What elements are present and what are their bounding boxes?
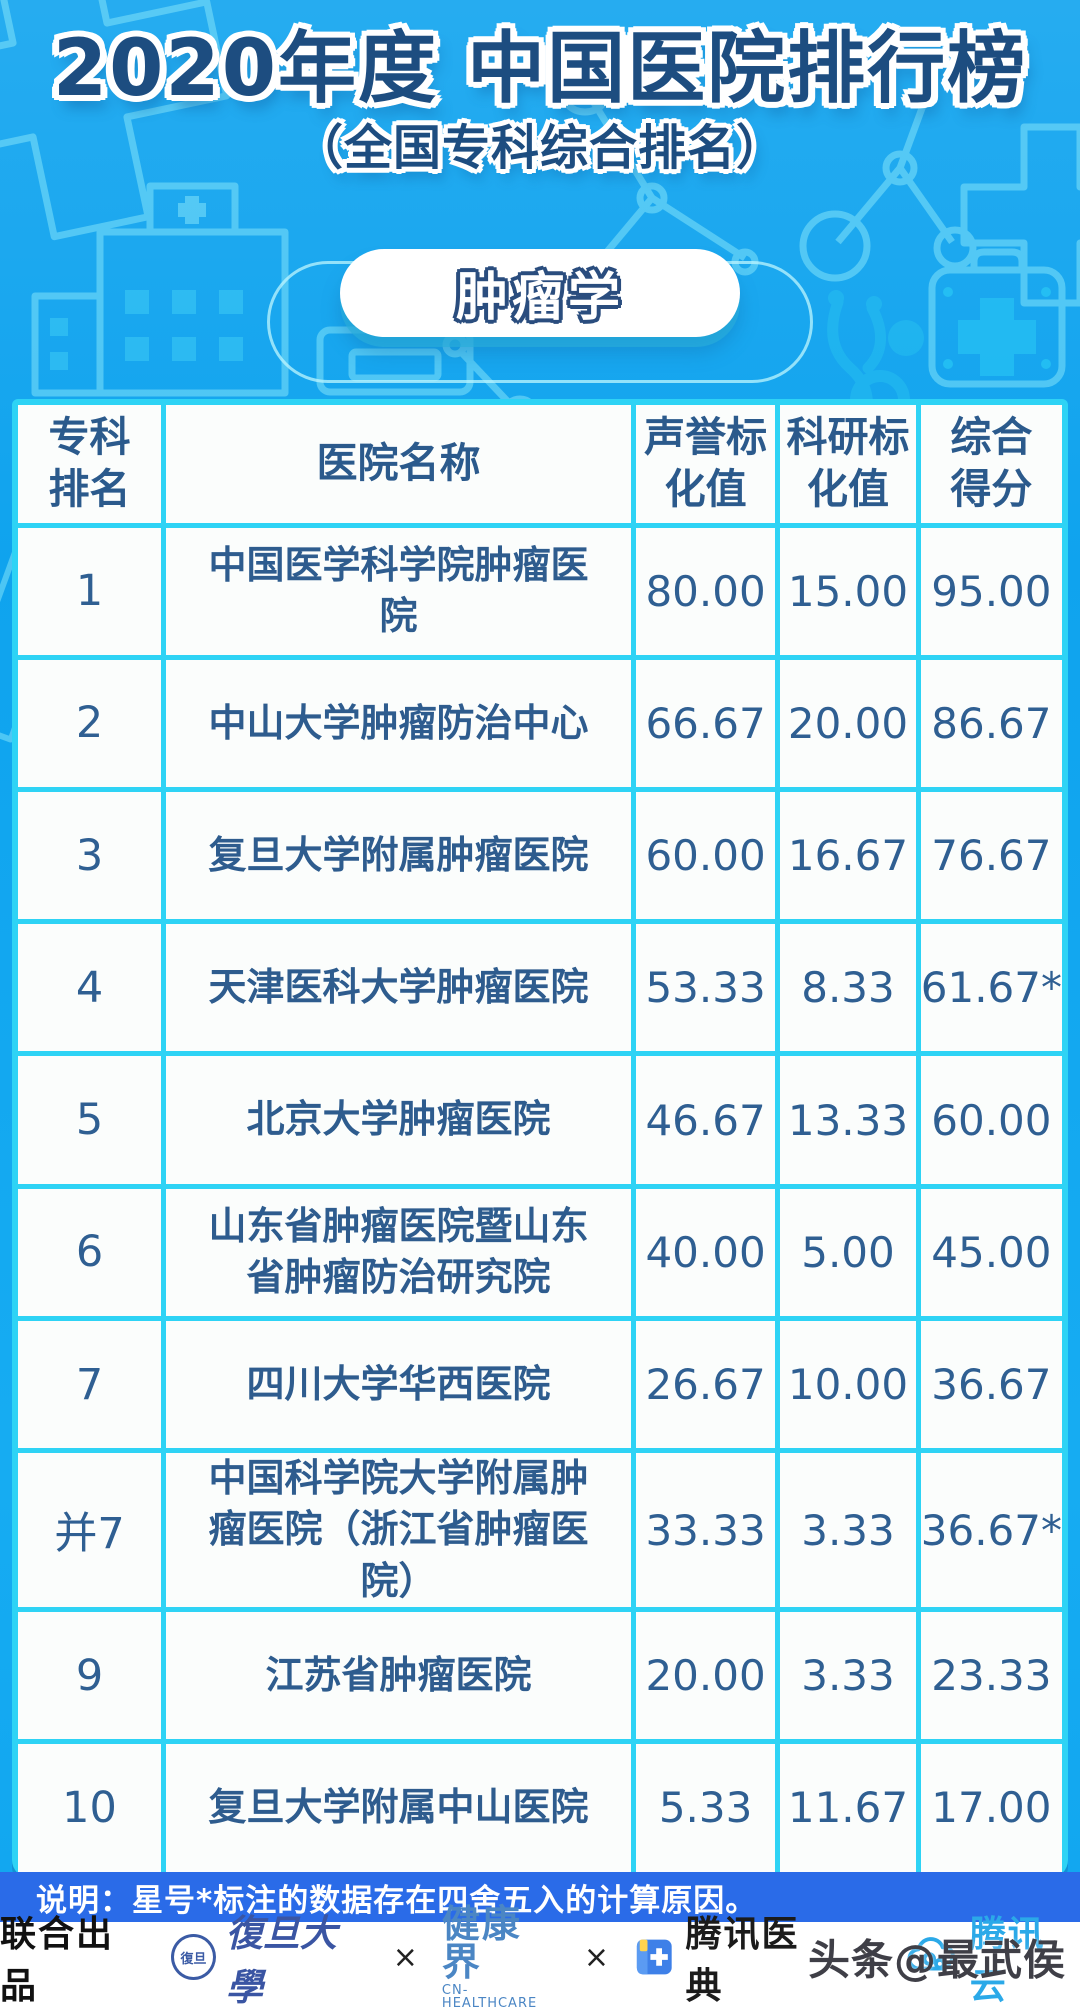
research-cell: 11.67 — [780, 1744, 916, 1872]
specialty-badge: 肿瘤学 — [0, 248, 1080, 383]
rank-cell: 并7 — [18, 1453, 162, 1608]
hospital-cell: 中山大学肿瘤防治中心 — [166, 659, 631, 788]
rank-cell: 7 — [18, 1320, 162, 1449]
col-header-score: 综合 得分 — [920, 404, 1062, 523]
coproduction-label: 联合出品 — [0, 1914, 115, 2007]
badge-label: 肿瘤学 — [455, 268, 624, 329]
partner-tencent-yidian: 腾讯医典 — [633, 1905, 833, 2009]
healthcare-sub-label: CN-HEALTHCARE — [441, 1982, 538, 2011]
reputation-cell: 53.33 — [635, 924, 776, 1052]
tencent-cloud-icon — [907, 1937, 955, 1971]
score-cell: 36.67* — [920, 1453, 1062, 1608]
research-cell: 3.33 — [780, 1453, 916, 1608]
page-title: 2020年度 中国医院排行榜 — [52, 24, 1028, 114]
research-cell: 3.33 — [780, 1612, 916, 1740]
rank-cell: 9 — [18, 1612, 162, 1740]
score-cell: 17.00 — [920, 1744, 1062, 1872]
score-cell: 76.67 — [920, 792, 1062, 920]
col-header-research: 科研标 化值 — [780, 404, 916, 523]
page-subtitle: （全国专科综合排名） — [294, 120, 785, 177]
research-cell: 13.33 — [780, 1056, 916, 1184]
cross-separator: × — [583, 1939, 609, 1975]
hospital-cell: 复旦大学附属中山医院 — [166, 1744, 631, 1872]
score-cell: 95.00 — [920, 527, 1062, 655]
main-blue-section: 2020年度 中国医院排行榜 （全国专科综合排名） 肿瘤学 专科 排名 医院名称… — [0, 0, 1080, 1872]
reputation-cell: 80.00 — [635, 527, 776, 655]
research-cell: 5.00 — [780, 1188, 916, 1316]
rank-cell: 2 — [18, 659, 162, 788]
score-cell: 45.00 — [920, 1188, 1062, 1316]
cross-separator: × — [392, 1939, 418, 1975]
research-cell: 10.00 — [780, 1320, 916, 1449]
reputation-cell: 26.67 — [635, 1320, 776, 1449]
partner-healthcare: 健康界 CN-HEALTHCARE — [442, 1905, 560, 2010]
rank-cell: 6 — [18, 1188, 162, 1316]
hospital-cell: 北京大学肿瘤医院 — [166, 1056, 631, 1184]
rank-cell: 10 — [18, 1744, 162, 1872]
reputation-cell: 33.33 — [635, 1453, 776, 1608]
rounding-note: 说明：星号*标注的数据存在四舍五入的计算原因。 — [36, 1882, 758, 1919]
col-header-rank: 专科 排名 — [18, 404, 162, 523]
badge-pill: 肿瘤学 — [340, 248, 740, 337]
reputation-cell: 60.00 — [635, 792, 776, 920]
rank-cell: 4 — [18, 924, 162, 1052]
hospital-cell: 中国医学科学院肿瘤医院 — [166, 527, 631, 655]
hospital-cell: 四川大学华西医院 — [166, 1320, 631, 1449]
reputation-cell: 46.67 — [635, 1056, 776, 1184]
research-cell: 8.33 — [780, 924, 916, 1052]
rank-cell: 1 — [18, 527, 162, 655]
hospital-cell: 江苏省肿瘤医院 — [166, 1612, 631, 1740]
healthcare-label: 健康界 — [441, 1901, 522, 1984]
reputation-cell: 5.33 — [635, 1744, 776, 1872]
hospital-cell: 中国科学院大学附属肿瘤医院（浙江省肿瘤医院） — [166, 1453, 631, 1608]
fudan-university-logo: 復旦 — [171, 1934, 216, 1980]
score-cell: 60.00 — [920, 1056, 1062, 1184]
footer-bar: 联合出品 復旦 復旦大學 × 健康界 CN-HEALTHCARE × 腾讯医典 … — [0, 1905, 1080, 2010]
reputation-cell: 66.67 — [635, 659, 776, 788]
rank-cell: 3 — [18, 792, 162, 920]
score-cell: 23.33 — [920, 1612, 1062, 1740]
rank-cell: 5 — [18, 1056, 162, 1184]
hospital-cell: 天津医科大学肿瘤医院 — [166, 924, 631, 1052]
hospital-cell: 复旦大学附属肿瘤医院 — [166, 792, 631, 920]
research-cell: 15.00 — [780, 527, 916, 655]
research-cell: 16.67 — [780, 792, 916, 920]
score-cell: 61.67* — [920, 924, 1062, 1052]
reputation-cell: 40.00 — [635, 1188, 776, 1316]
note-band: 说明：星号*标注的数据存在四舍五入的计算原因。 — [0, 1872, 1080, 1922]
research-cell: 20.00 — [780, 659, 916, 788]
cross-separator: × — [856, 1939, 882, 1975]
reputation-cell: 20.00 — [635, 1612, 776, 1740]
ranking-table: 专科 排名 医院名称 声誉标 化值 科研标 化值 综合 得分 1 中国医学科学院… — [12, 398, 1068, 1872]
score-cell: 86.67 — [920, 659, 1062, 788]
col-header-hospital: 医院名称 — [166, 404, 631, 523]
hospital-cell: 山东省肿瘤医院暨山东省肿瘤防治研究院 — [166, 1188, 631, 1316]
score-cell: 36.67 — [920, 1320, 1062, 1449]
fudan-university-label: 復旦大學 — [225, 1911, 337, 2009]
partner-fudan: 復旦 復旦大學 — [171, 1903, 369, 2011]
watermark-text: 头条@最武侯 — [807, 1935, 1066, 1985]
tencent-yidian-book-icon — [636, 1939, 672, 1975]
col-header-reputation: 声誉标 化值 — [635, 404, 776, 523]
